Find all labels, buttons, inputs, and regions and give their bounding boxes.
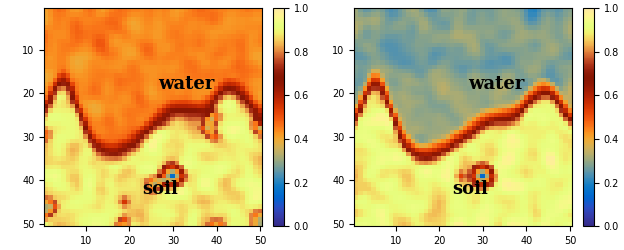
Text: soil: soil: [452, 180, 488, 198]
Text: water: water: [158, 76, 214, 94]
Text: soil: soil: [142, 180, 178, 198]
Text: water: water: [468, 76, 524, 94]
